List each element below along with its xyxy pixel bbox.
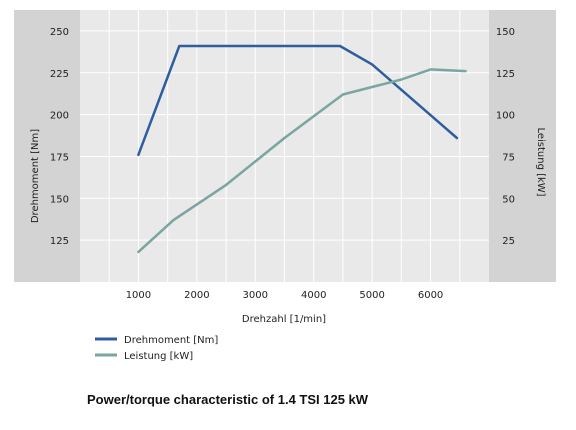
y-right-tick-label: 75 — [502, 152, 515, 163]
series-line-torque — [137, 44, 459, 157]
y-right-tick-label: 150 — [496, 27, 515, 38]
y-right-tick-label: 50 — [502, 194, 515, 205]
x-tick-label: 4000 — [301, 290, 326, 301]
grid — [80, 10, 489, 282]
x-tick-label: 1000 — [126, 290, 151, 301]
x-tick-label: 6000 — [418, 290, 443, 301]
y-right-tick-label: 25 — [502, 236, 515, 247]
legend-label-power: Leistung [kW] — [124, 351, 193, 362]
y-right-tick-label: 100 — [496, 111, 515, 122]
y-left-tick-label: 250 — [50, 27, 69, 38]
series-line-power — [137, 68, 467, 254]
y-left-tick-label: 150 — [50, 194, 69, 205]
y-left-tick-label: 125 — [50, 236, 69, 247]
y-left-tick-label: 175 — [50, 152, 69, 163]
x-tick-label: 5000 — [359, 290, 384, 301]
y-left-tick-label: 225 — [50, 69, 69, 80]
y-left-tick-label: 200 — [50, 111, 69, 122]
y-axis-left-label: Drehmoment [Nm] — [30, 129, 41, 223]
legend: Drehmoment [Nm] Leistung [kW] — [95, 335, 218, 362]
y-axis-right-label: Leistung [kW] — [535, 127, 546, 196]
right-axis-ticks: 25 50 75 100 125 150 — [496, 27, 515, 247]
x-axis-label: Drehzahl [1/min] — [242, 314, 326, 325]
chart: 125 150 175 200 225 250 25 50 75 100 125 150 1000 2… — [14, 10, 556, 362]
left-axis-ticks: 125 150 175 200 225 250 — [50, 27, 69, 247]
x-tick-label: 3000 — [243, 290, 268, 301]
legend-label-torque: Drehmoment [Nm] — [124, 335, 218, 346]
x-axis-ticks: 1000 2000 3000 4000 5000 6000 — [126, 290, 444, 301]
y-right-tick-label: 125 — [496, 69, 515, 80]
series-lines — [137, 44, 467, 254]
x-tick-label: 2000 — [184, 290, 209, 301]
chart-caption: Power/torque characteristic of 1.4 TSI 1… — [87, 392, 369, 407]
